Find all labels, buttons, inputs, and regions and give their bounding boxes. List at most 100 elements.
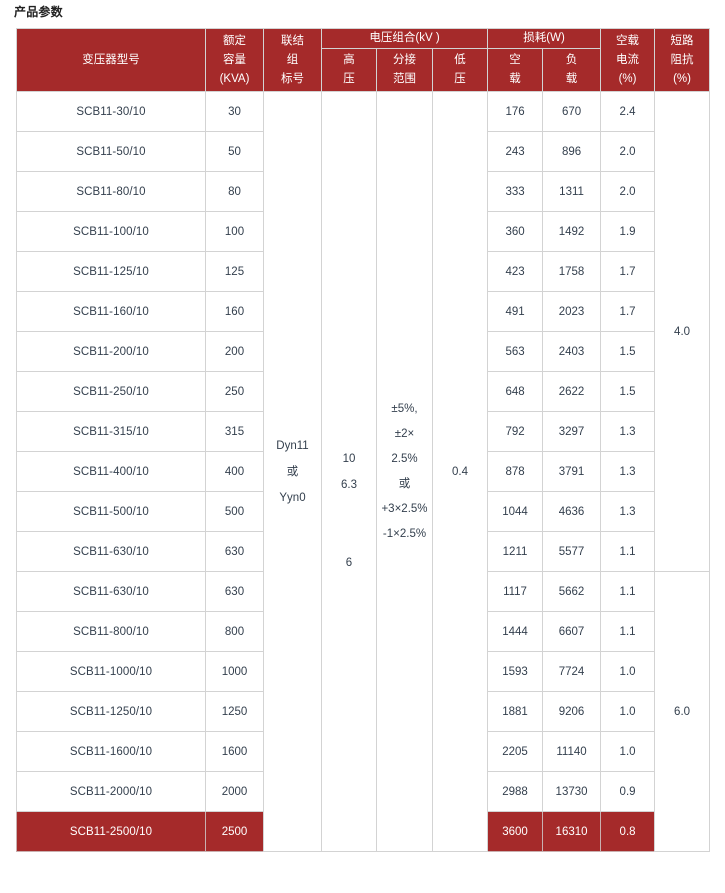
- cell-no-load-current: 1.9: [600, 211, 656, 252]
- cell-capacity: 100: [205, 211, 264, 252]
- header-no-load-current-line-1: 空载: [616, 34, 640, 47]
- cell-connection-group-line-3: Yyn0: [279, 491, 306, 504]
- cell-load-loss: 5577: [542, 531, 602, 572]
- cell-no-load-current: 1.5: [600, 331, 656, 372]
- table-row: SCB11-200/10 200 563 2403 1.5: [16, 331, 710, 372]
- product-parameter-table: 变压器型号 额定 容量 (KVA) 联结 组 标号 电压组合(kV ): [16, 28, 711, 852]
- header-loss-group: 损耗(W): [487, 28, 602, 49]
- cell-model: SCB11-315/10: [16, 411, 206, 452]
- header-capacity-line-2: 容量: [223, 53, 246, 66]
- cell-no-load-current: 1.7: [600, 291, 656, 332]
- cell-model: SCB11-125/10: [16, 251, 206, 292]
- cell-load-loss: 2622: [542, 371, 602, 412]
- cell-model: SCB11-400/10: [16, 451, 206, 492]
- cell-capacity: 1600: [205, 731, 264, 772]
- cell-no-load-current: 1.3: [600, 491, 656, 532]
- header-low-voltage: 低 压: [431, 48, 489, 92]
- header-impedance-line-2: 阻抗: [670, 53, 694, 66]
- cell-model: SCB11-500/10: [16, 491, 206, 532]
- cell-no-load-current: 1.1: [600, 571, 656, 612]
- cell-capacity: 80: [205, 171, 264, 212]
- header-no-load-current: 空载 电流 (%): [600, 28, 656, 92]
- header-no-load-loss-line-2: 载: [509, 73, 521, 85]
- header-capacity: 额定 容量 (KVA): [205, 28, 264, 92]
- table-row: SCB11-2000/10 2000 2988 13730 0.9: [16, 771, 710, 812]
- cell-tap-range-line-4: 或: [398, 477, 411, 490]
- table-row: SCB11-30/10 30 Dyn11 或 Yyn0 10 6.3 6 ±5%, ±2× 2.5%…: [16, 91, 711, 852]
- header-row-1: 变压器型号 额定 容量 (KVA) 联结 组 标号 电压组合(kV ): [16, 28, 711, 92]
- table-row: SCB11-1000/10 1000 1593 7724 1.0: [16, 651, 710, 692]
- table-row: SCB11-50/10 50 243 896 2.0: [16, 131, 710, 172]
- cell-no-load-current: 1.0: [600, 651, 656, 692]
- cell-model: SCB11-30/10: [16, 91, 206, 132]
- cell-load-loss: 3297: [542, 411, 602, 452]
- header-tap-range: 分接 范围: [376, 48, 433, 92]
- cell-capacity: 1000: [205, 651, 264, 692]
- cell-load-loss: 2023: [542, 291, 602, 332]
- header-capacity-line-3: (KVA): [219, 72, 250, 85]
- table-row: SCB11-1600/10 1600 2205 11140 1.0: [16, 731, 710, 772]
- cell-high-voltage-line-8: 6: [345, 556, 353, 569]
- table-row: SCB11-2500/10 2500 3600 16310 0.8: [16, 811, 710, 852]
- cell-no-load-loss: 1881: [487, 691, 544, 732]
- table-header: 变压器型号 额定 容量 (KVA) 联结 组 标号 电压组合(kV ): [16, 28, 711, 92]
- header-impedance: 短路 阻抗 (%): [654, 28, 711, 92]
- cell-model: SCB11-800/10: [16, 611, 206, 652]
- cell-capacity: 1250: [205, 691, 264, 732]
- cell-capacity: 630: [205, 531, 264, 572]
- cell-high-voltage-line-7: [322, 524, 376, 550]
- cell-high-voltage-line-6: [322, 498, 376, 524]
- cell-high-voltage: 10 6.3 6: [321, 91, 377, 852]
- header-high-voltage-line-2: 压: [343, 73, 355, 85]
- header-tap-range-line-2: 范围: [393, 73, 416, 85]
- header-low-voltage-line-1: 低: [454, 54, 466, 66]
- cell-model: SCB11-1000/10: [16, 651, 206, 692]
- cell-load-loss: 3791: [542, 451, 602, 492]
- table-row: SCB11-80/10 80 333 1311 2.0: [16, 171, 710, 212]
- cell-tap-range-line-3: 2.5%: [391, 452, 418, 465]
- cell-load-loss: 2403: [542, 331, 602, 372]
- cell-load-loss: 6607: [542, 611, 602, 652]
- cell-no-load-loss: 176: [487, 91, 544, 132]
- cell-no-load-current: 1.7: [600, 251, 656, 292]
- cell-capacity: 2500: [205, 811, 264, 852]
- cell-no-load-current: 1.3: [600, 451, 656, 492]
- cell-no-load-current: 2.0: [600, 131, 656, 172]
- table-row: SCB11-1250/10 1250 1881 9206 1.0: [16, 691, 710, 732]
- cell-no-load-loss: 563: [487, 331, 544, 372]
- table-body: SCB11-30/10 30 Dyn11 或 Yyn0 10 6.3 6 ±5%, ±2× 2.5%…: [16, 91, 711, 852]
- cell-low-voltage: 0.4: [431, 91, 489, 852]
- header-load-loss-line-1: 负: [565, 54, 578, 66]
- cell-no-load-current: 2.0: [600, 171, 656, 212]
- cell-high-voltage-line-2: [322, 394, 376, 420]
- cell-load-loss: 1758: [542, 251, 602, 292]
- table-row: SCB11-630/10 630 1211 5577 1.1: [16, 531, 710, 572]
- header-low-voltage-line-2: 压: [454, 73, 466, 85]
- cell-load-loss: 13730: [542, 771, 602, 812]
- cell-no-load-current: 2.4: [600, 91, 656, 132]
- cell-connection-group: Dyn11 或 Yyn0: [263, 91, 322, 852]
- header-model: 变压器型号: [16, 28, 206, 92]
- header-no-load-loss: 空 载: [487, 48, 544, 92]
- cell-model: SCB11-2000/10: [16, 771, 206, 812]
- header-high-voltage-line-1: 高: [343, 54, 355, 66]
- header-connection-line-1: 联结: [281, 34, 304, 47]
- cell-load-loss: 16310: [542, 811, 602, 852]
- cell-no-load-loss: 2205: [487, 731, 544, 772]
- cell-tap-range-line-6: -1×2.5%: [382, 527, 427, 540]
- cell-no-load-loss: 648: [487, 371, 544, 412]
- header-connection-group: 联结 组 标号: [263, 28, 322, 92]
- header-load-loss: 负 载: [542, 48, 602, 92]
- table-row: SCB11-125/10 125 423 1758 1.7: [16, 251, 710, 292]
- cell-model: SCB11-630/10: [16, 531, 206, 572]
- cell-capacity: 2000: [205, 771, 264, 812]
- header-voltage-group: 电压组合(kV ): [320, 28, 489, 49]
- header-connection-line-2: 组: [286, 53, 299, 66]
- table-row: SCB11-250/10 250 648 2622 1.5: [16, 371, 710, 412]
- cell-model: SCB11-1250/10: [16, 691, 206, 732]
- header-no-load-current-line-3: (%): [618, 72, 637, 85]
- cell-no-load-loss: 3600: [487, 811, 544, 852]
- header-no-load-loss-line-1: 空: [509, 54, 521, 66]
- cell-no-load-loss: 360: [487, 211, 544, 252]
- cell-tap-range: ±5%, ±2× 2.5% 或 +3×2.5% -1×2.5%: [376, 91, 433, 852]
